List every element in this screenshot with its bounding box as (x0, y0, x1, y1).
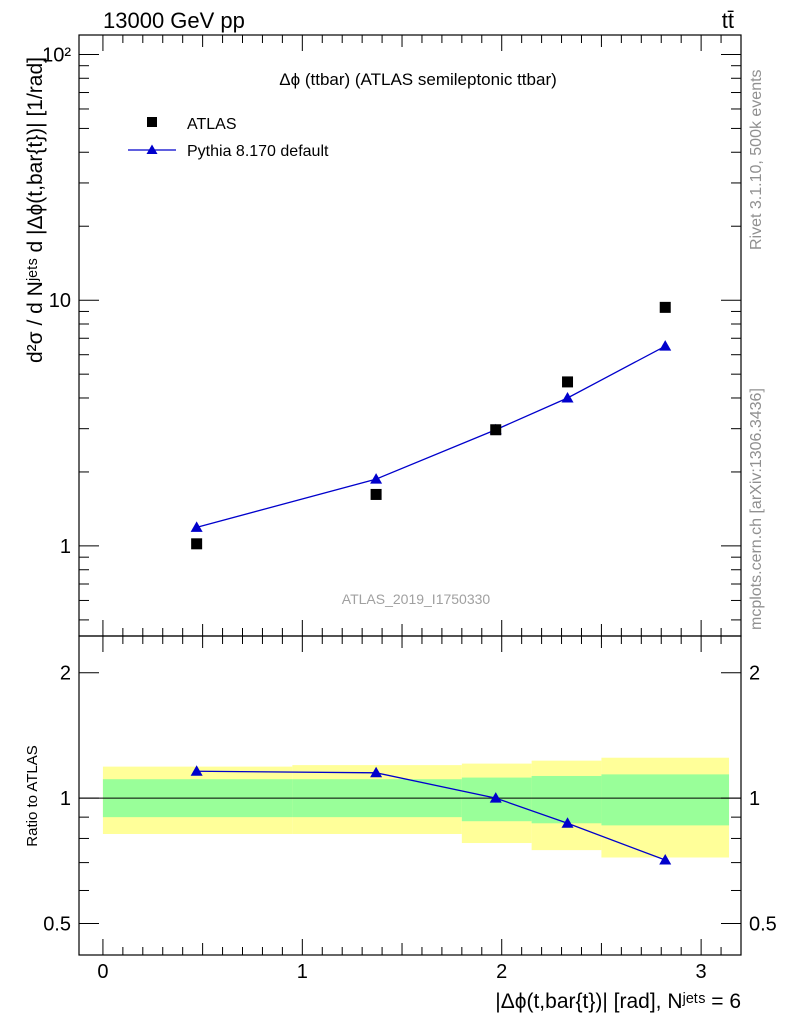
ratio-y-tick-label-right: 2 (749, 663, 760, 685)
atlas-point (659, 301, 671, 313)
atlas-point (370, 488, 382, 500)
mcplots-label: mcplots.cern.ch [arXiv:1306.3436] (748, 388, 765, 630)
ratio-plot-panel: Ratio to ATLAS |Δϕ(t,bar{t})| [rad], Nʲᵉ… (24, 635, 777, 1013)
ratio-y-tick-label: 2 (60, 663, 71, 685)
atlas-point (490, 424, 502, 436)
x-tick-label: 3 (696, 961, 707, 983)
ratio-point (489, 792, 502, 803)
main-plot-panel: Δϕ (ttbar) (ATLAS semileptonic ttbar) AT… (24, 34, 742, 637)
ratio-point (561, 817, 574, 828)
legend-pythia-label: Pythia 8.170 default (187, 143, 329, 160)
x-tick-label: 0 (97, 961, 108, 983)
ratio-point (370, 766, 383, 778)
pythia-line (196, 345, 666, 528)
rivet-label: Rivet 3.1.10, 500k events (748, 69, 765, 250)
ratio-point (659, 854, 672, 865)
process-label: tt̄ (722, 8, 734, 33)
pythia-point (561, 391, 574, 403)
ratio-y-axis-label: Ratio to ATLAS (24, 745, 41, 846)
ratio-plot-frame (78, 635, 742, 956)
legend-atlas-marker (147, 117, 157, 127)
legend: ATLAS Pythia 8.170 default (128, 116, 329, 160)
x-axis-label: |Δϕ(t,bar{t})| [rad], Nʲᵉᵗˢ = 6 (495, 990, 741, 1013)
ratio-y-tick-label: 1 (60, 788, 71, 810)
main-y-axis-label: d²σ / d Nʲᵉᵗˢ d |Δϕ(t,bar{t})| [1/rad] (24, 57, 47, 363)
band-inner (531, 775, 602, 824)
analysis-id-label: ATLAS_2019_I1750330 (342, 591, 491, 607)
plot-title: Δϕ (ttbar) (ATLAS semileptonic ttbar) (279, 70, 557, 89)
pythia-point (370, 473, 383, 484)
legend-pythia-marker (146, 144, 158, 154)
band-inner (601, 774, 730, 826)
ratio-y-tick-label-right: 0.5 (749, 913, 777, 935)
ratio-point (190, 765, 203, 776)
main-y-tick-label: 10² (42, 44, 71, 66)
x-tick-label: 1 (297, 961, 308, 983)
x-tick-label: 2 (496, 961, 507, 983)
main-y-tick-label: 1 (60, 536, 71, 558)
pythia-point (190, 521, 203, 532)
pythia-point (659, 340, 672, 351)
main-plot-frame (78, 34, 742, 637)
energy-label: 13000 GeV pp (103, 8, 245, 33)
atlas-point (191, 538, 203, 550)
ratio-y-tick-label-right: 1 (749, 788, 760, 810)
main-y-tick-label: 10 (49, 290, 71, 312)
legend-atlas-label: ATLAS (187, 116, 237, 133)
ratio-y-tick-label: 0.5 (43, 913, 71, 935)
atlas-point (562, 376, 574, 388)
